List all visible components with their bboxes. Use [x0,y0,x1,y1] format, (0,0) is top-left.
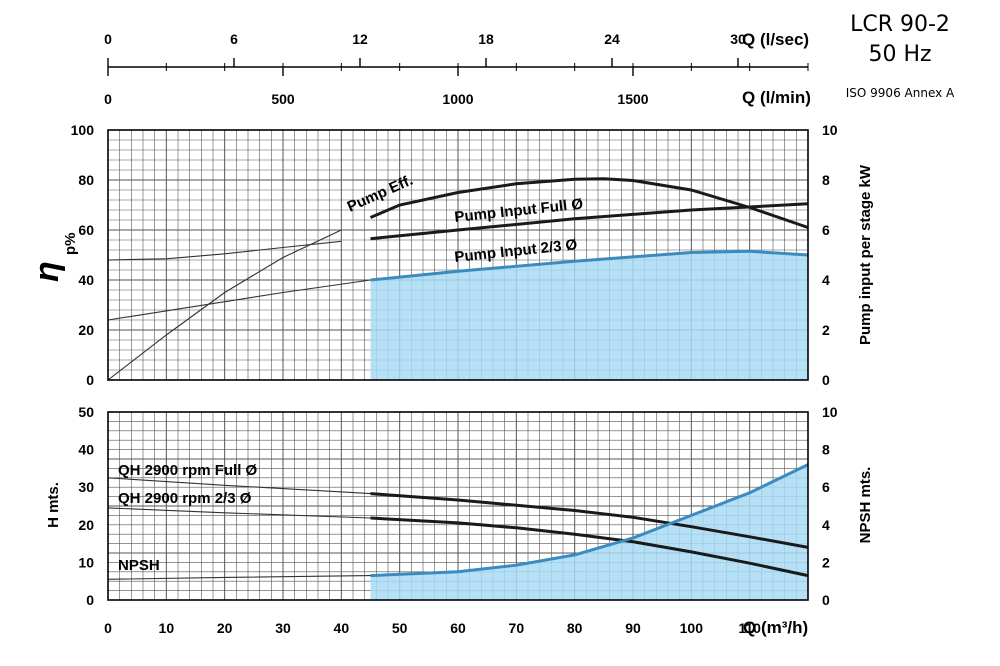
model-title: LCR 90-2 [850,12,950,37]
right-tick-label: 6 [822,479,830,495]
x-axis-label: Q (m³/h) [743,618,808,637]
left-tick-label: 50 [78,404,94,420]
x-tick-label: 40 [334,620,350,636]
eta-symbol: η [28,261,66,282]
standard-note: ISO 9906 Annex A [845,86,955,100]
x-tick-label: 80 [567,620,583,636]
right-axis-label-bottom: NPSH mts. [857,467,874,544]
lmin-tick-label: 1000 [442,91,473,107]
right-tick-label: 8 [822,172,830,188]
right-axis-label-top: Pump input per stage kW [857,164,874,345]
left-tick-label: 40 [78,272,94,288]
right-tick-label: 4 [822,517,830,533]
left-tick-label: 0 [86,592,94,608]
left-tick-label: 10 [78,554,94,570]
curve-pump-input-full--line [107,240,342,261]
right-tick-label: 10 [822,122,838,138]
left-tick-label: 0 [86,372,94,388]
x-tick-label: 110 [738,620,761,636]
label-npsh: NPSH [118,557,160,574]
left-tick-label: 20 [78,322,94,338]
curve-qh-2900-rpm-full--line [370,492,809,549]
lsec-tick-label: 12 [352,31,368,47]
curve-qh-2900-rpm-2-3--line [107,507,371,519]
curve-pump-eff--line [107,229,342,381]
shaded-areas [370,251,808,600]
right-tick-label: 2 [822,322,830,338]
x-tick-label: 100 [680,620,704,636]
eta-unit: p% [62,233,79,256]
curve-npsh-area [370,464,808,600]
x-tick-label: 50 [392,620,408,636]
curve-npsh-line [107,575,371,580]
lmin-axis-label: Q (l/min) [742,88,811,107]
x-tick-label: 30 [275,620,291,636]
lmin-tick-label: 500 [271,91,295,107]
x-tick-label: 10 [159,620,175,636]
right-tick-label: 0 [822,592,830,608]
x-tick-label: 90 [625,620,641,636]
label-qh-full: QH 2900 rpm Full Ø [118,462,258,479]
lsec-tick-label: 6 [230,31,238,47]
label-qh-23: QH 2900 rpm 2/3 Ø [118,490,252,507]
left-tick-label: 80 [78,172,94,188]
curve-pump-input-2-3--area [370,251,808,380]
curves [107,177,809,580]
lsec-axis-label: Q (l/sec) [742,30,809,49]
right-tick-label: 0 [822,372,830,388]
right-tick-label: 2 [822,554,830,570]
right-tick-label: 8 [822,442,830,458]
curve-pump-eff--line [369,177,809,229]
curve-pump-input-full--line [370,202,809,241]
label-pump-eff: Pump Eff. [345,172,416,216]
curve-npsh-line [370,463,809,578]
panel-frame [107,411,809,601]
top-flow-axes: 0 6 12 18 24 30 0 500 1000 1500 Q (l/sec) Q (l/min) [104,30,811,107]
right-tick-label: 6 [822,222,830,238]
lsec-tick-label: 0 [104,31,112,47]
right-tick-label: 4 [822,272,830,288]
panel-frames [107,129,809,601]
lsec-tick-label: 18 [478,31,494,47]
panel-frame [107,129,809,381]
left-tick-label: 40 [78,442,94,458]
curve-qh-2900-rpm-full--line [107,477,371,495]
left-tick-label: 30 [78,479,94,495]
curve-qh-2900-rpm-2-3--line [370,516,809,578]
lmin-tick-label: 1500 [617,91,648,107]
left-tick-label: 60 [78,222,94,238]
left-tick-label: 20 [78,517,94,533]
left-axis-label-bottom: H mts. [45,482,62,528]
right-tick-label: 10 [822,404,838,420]
curve-pump-input-2-3--line [370,249,809,282]
curve-pump-input-2-3--line [107,279,371,321]
lmin-tick-label: 0 [104,91,112,107]
x-tick-label: 70 [509,620,525,636]
lsec-tick-label: 24 [604,31,620,47]
lsec-tick-label: 30 [730,31,746,47]
left-tick-label: 100 [71,122,95,138]
x-tick-label: 60 [450,620,466,636]
frequency-title: 50 Hz [868,42,932,67]
x-tick-label: 0 [104,620,112,636]
x-tick-label: 20 [217,620,233,636]
